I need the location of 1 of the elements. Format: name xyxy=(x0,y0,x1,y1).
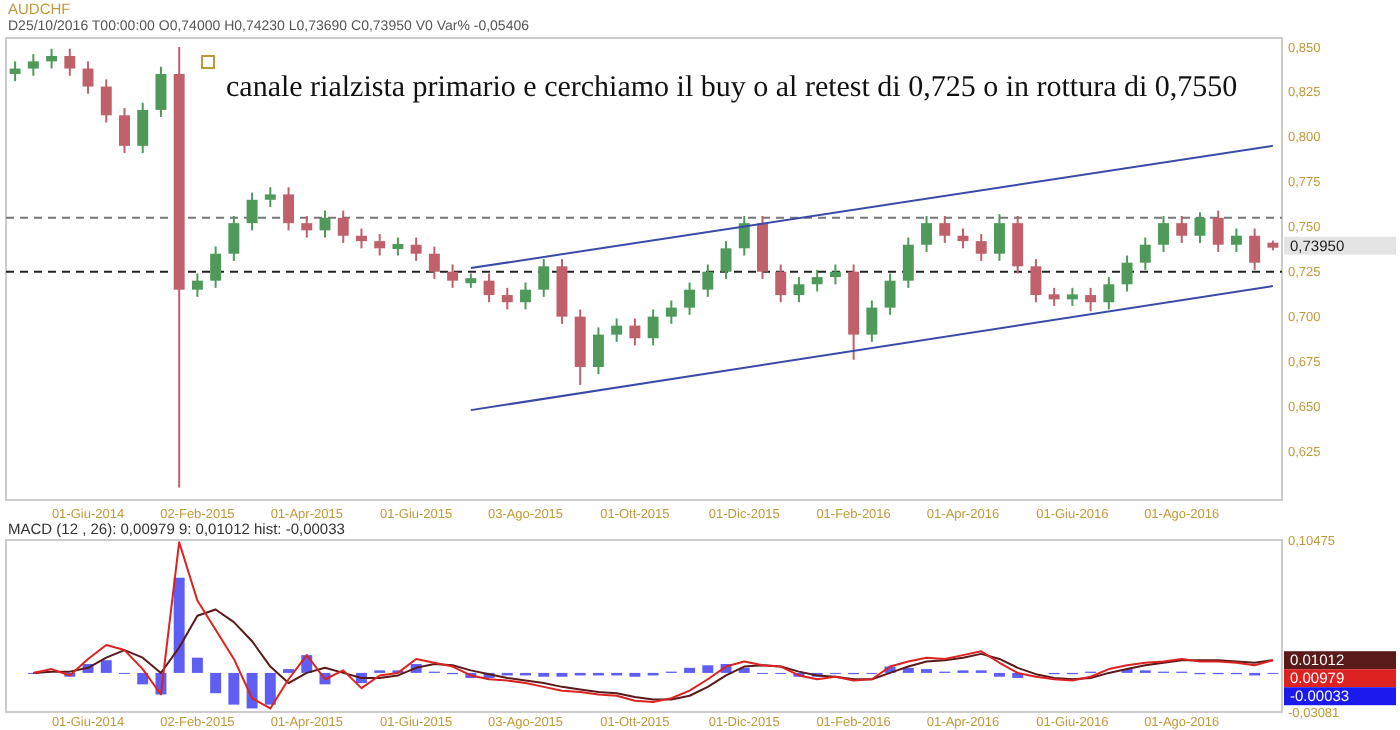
annotation: canale rialzista primario e cerchiamo il buy o al retest di 0,725 o in rottura di 0,7550 xyxy=(226,72,1238,104)
